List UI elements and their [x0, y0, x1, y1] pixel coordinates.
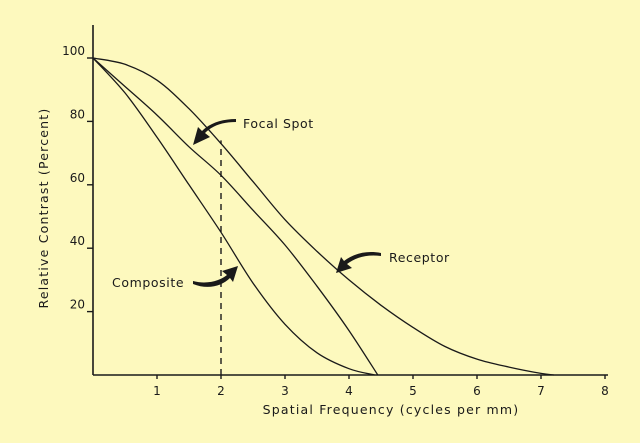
y-tick-label: 40	[70, 234, 85, 248]
series-line-focal-spot	[92, 57, 379, 376]
y-tick-label: 80	[70, 107, 85, 121]
x-tick-label: 4	[345, 384, 353, 398]
x-tick-label: 8	[601, 384, 609, 398]
y-tick-label: 60	[70, 171, 85, 185]
curved-arrow-icon-focal-spot	[193, 119, 236, 145]
x-tick-label: 7	[537, 384, 545, 398]
curved-arrow-icon-composite	[193, 266, 238, 287]
x-tick-label: 2	[217, 384, 225, 398]
annotation-composite: Composite	[112, 275, 184, 290]
series-line-composite	[92, 57, 375, 376]
annotation-focal-spot: Focal Spot	[243, 116, 314, 131]
x-tick-label: 1	[153, 384, 161, 398]
y-tick-label: 100	[62, 44, 85, 58]
y-axis-title: Relative Contrast (Percent)	[36, 108, 51, 309]
curved-arrow-icon-receptor	[336, 251, 381, 273]
series-line-receptor	[92, 57, 554, 376]
annotation-receptor: Receptor	[389, 250, 450, 265]
x-tick-label: 5	[409, 384, 417, 398]
x-tick-label: 6	[473, 384, 481, 398]
x-tick-label: 3	[281, 384, 289, 398]
x-axis-title: Spatial Frequency (cycles per mm)	[263, 402, 520, 417]
y-tick-label: 20	[70, 298, 85, 312]
